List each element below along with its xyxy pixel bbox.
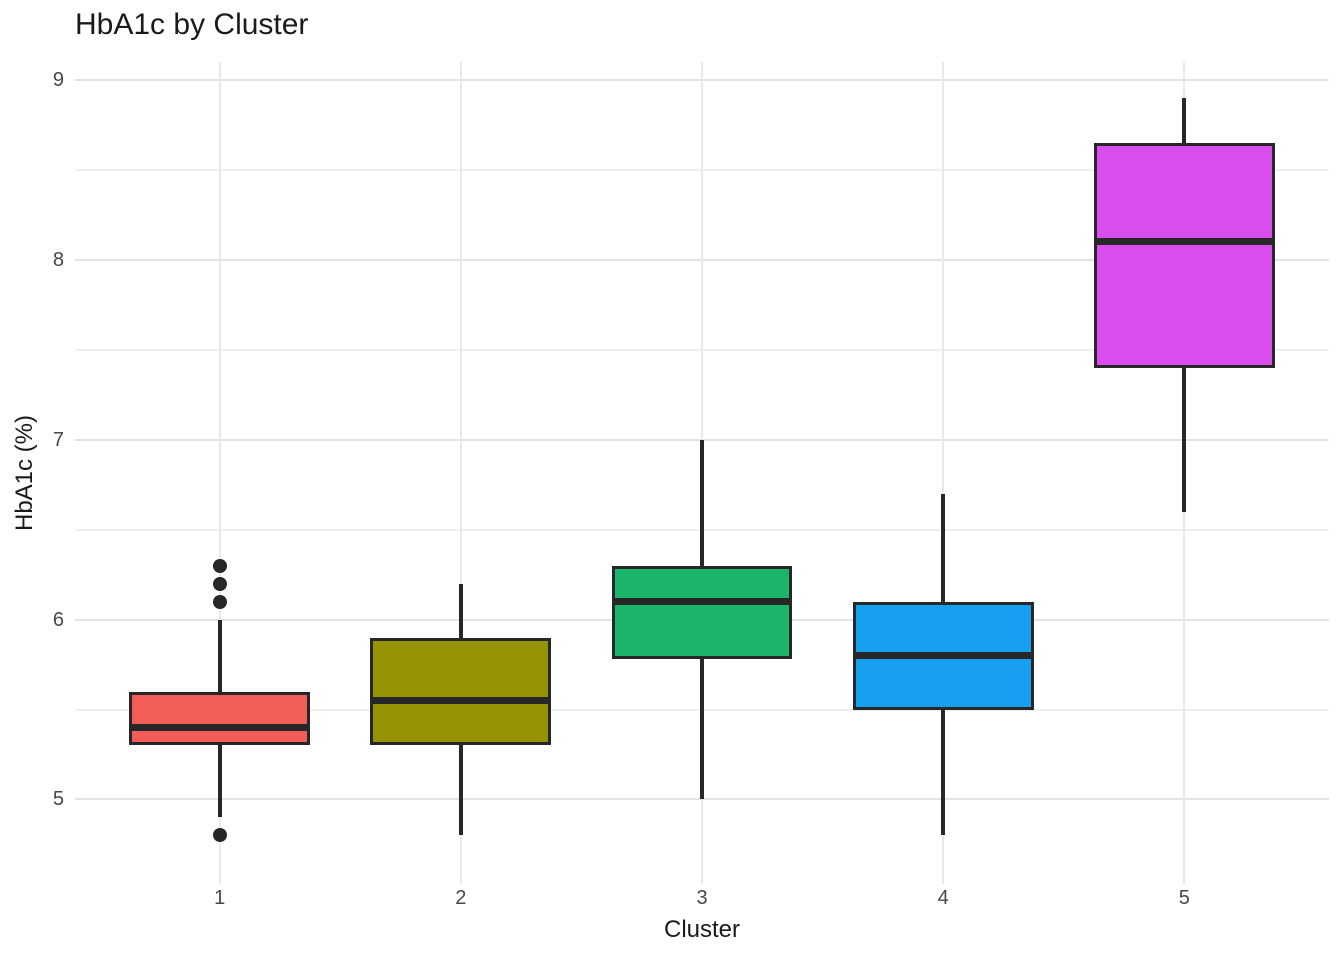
x-tick-label: 4 xyxy=(937,887,949,909)
outlier-point xyxy=(212,828,227,843)
median-line xyxy=(1093,238,1275,246)
boxplot-box xyxy=(370,637,552,746)
x-tick-label: 1 xyxy=(214,887,226,909)
gridline-vertical xyxy=(218,62,221,884)
boxplot-box xyxy=(1093,142,1275,368)
y-tick-label: 7 xyxy=(52,428,64,451)
gridline-vertical xyxy=(942,62,945,884)
y-tick-label: 8 xyxy=(52,248,64,271)
x-axis-title: Cluster xyxy=(663,916,741,943)
outlier-point xyxy=(212,558,227,573)
outlier-point xyxy=(212,594,227,609)
median-line xyxy=(611,598,793,606)
x-tick-label: 3 xyxy=(696,887,708,909)
boxplot-box xyxy=(129,691,311,746)
plot-title: HbA1c by Cluster xyxy=(75,8,309,41)
y-tick-label: 5 xyxy=(52,788,64,811)
median-line xyxy=(370,697,552,705)
y-tick-label: 6 xyxy=(52,608,64,631)
median-line xyxy=(129,724,311,731)
x-tick-label: 2 xyxy=(455,887,467,909)
y-tick-label: 9 xyxy=(52,68,64,91)
x-tick-label: 5 xyxy=(1178,887,1190,909)
median-line xyxy=(852,652,1034,660)
gridline-vertical xyxy=(459,62,462,884)
boxplot-box xyxy=(611,565,793,660)
outlier-point xyxy=(212,576,227,591)
plot-panel xyxy=(75,62,1329,884)
